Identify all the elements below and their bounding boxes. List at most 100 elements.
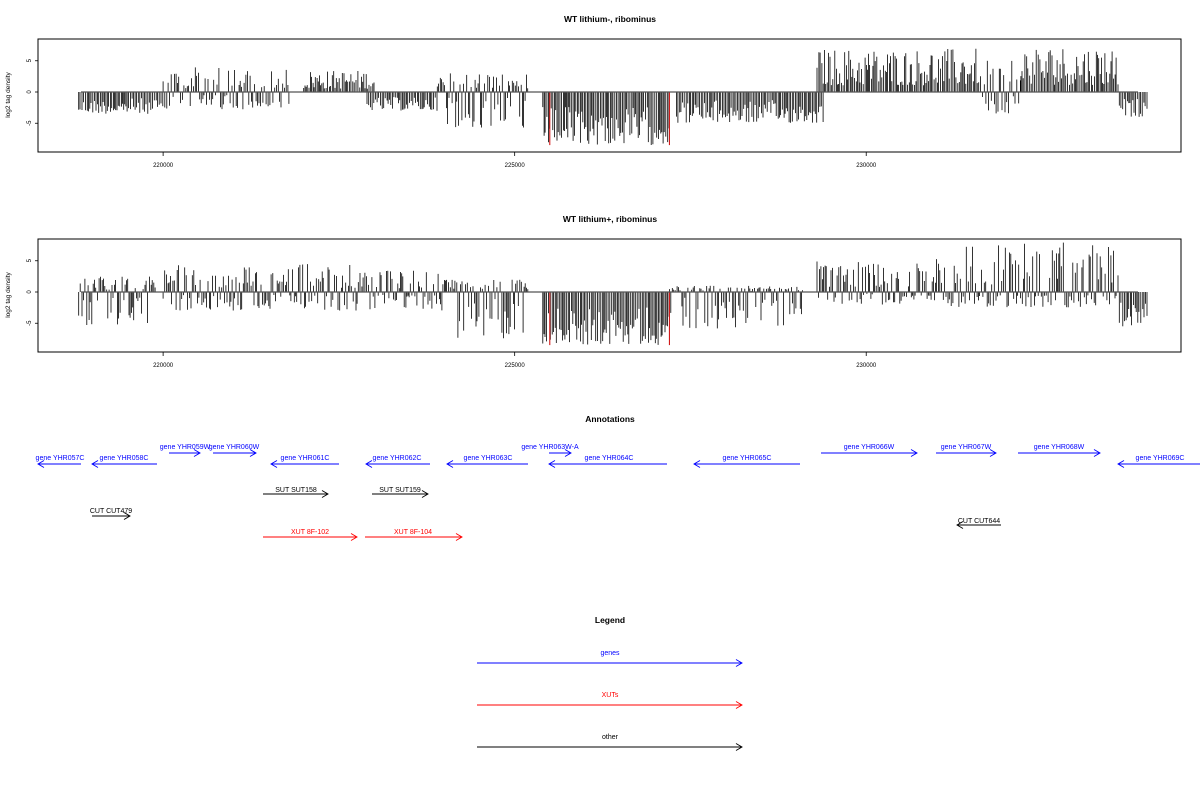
legend-label: genes [600,650,620,657]
annotation-feature: gene YHR058C [91,455,157,468]
feature-arrow-head [37,460,45,468]
x-axis: 220000 225000 230000 [153,352,877,369]
annotation-feature: gene YHR060W [209,444,260,457]
feature-label: gene YHR057C [36,455,85,462]
annotation-feature: gene YHR057C [36,455,85,468]
y-axis: 5 0 -5 [27,258,39,326]
feature-label: gene YHR061C [281,455,330,462]
feature-arrow-head [1117,460,1125,468]
annotation-feature: gene YHR062C [365,455,430,468]
annotation-feature: XUT 8F-104 [365,529,463,541]
legend-label: XUTs [602,692,619,699]
annotation-feature: gene YHR067W [936,444,997,457]
feature-arrow-head [193,449,201,457]
annotation-feature: XUT 8F-102 [263,529,358,541]
feature-arrow-head [446,460,454,468]
y-tick-label: 0 [27,90,33,94]
feature-arrow-head [693,460,701,468]
x-tick-label: 225000 [505,363,526,369]
coverage-bars [78,242,1148,346]
y-tick-label: 0 [27,290,33,294]
annotation-feature: gene YHR065C [693,455,800,468]
feature-label: gene YHR065C [723,455,772,462]
feature-arrow-head [249,449,257,457]
feature-label: gene YHR066W [844,444,895,451]
legend-title: Legend [595,615,625,625]
panel-title: WT lithium+, ribominus [563,214,657,224]
annotation-feature: SUT SUT159 [372,487,429,498]
annotation-feature: gene YHR064C [548,455,667,468]
legend-entry: genes [477,650,743,667]
annotation-feature: SUT SUT158 [263,487,329,498]
feature-arrow-head [123,512,131,520]
annotation-feature: gene YHR068W [1018,444,1101,457]
feature-label: CUT CUT479 [90,508,132,515]
feature-arrow-head [1093,449,1101,457]
feature-arrow-head [910,449,918,457]
feature-label: gene YHR067W [941,444,992,451]
feature-label: XUT 8F-102 [291,529,329,536]
feature-label: SUT SUT159 [379,487,421,494]
feature-label: gene YHR058C [100,455,149,462]
x-axis: 220000 225000 230000 [153,152,877,169]
feature-label: gene YHR063C [464,455,513,462]
feature-arrow-head [735,743,743,751]
feature-arrow-head [421,490,429,498]
feature-arrow-head [956,521,964,529]
annotation-feature: gene YHR061C [270,455,339,468]
x-tick-label: 230000 [856,163,877,169]
feature-arrow-head [270,460,278,468]
panel-title: WT lithium-, ribominus [564,14,656,24]
annotations-title: Annotations [585,414,635,424]
track-panel-lithium-plus: WT lithium+, ribominus 5 0 -5 220000 225000… [5,214,1182,369]
legend-label: other [602,734,619,741]
annotation-feature: gene YHR066W [821,444,918,457]
feature-arrow-head [735,659,743,667]
x-tick-label: 220000 [153,363,174,369]
legend-entry: XUTs [477,692,743,709]
y-tick-label: 5 [27,58,33,62]
x-tick-label: 230000 [856,363,877,369]
feature-arrow-head [564,449,572,457]
annotations-panel: Annotations gene YHR057C gene YHR058C gene… [36,414,1200,541]
track-panel-lithium-minus: WT lithium-, ribominus 5 0 -5 220000 225000… [5,14,1182,169]
feature-arrow-head [548,460,556,468]
y-axis: 5 0 -5 [27,58,39,126]
feature-label: SUT SUT158 [275,487,317,494]
annotation-feature: CUT CUT479 [90,508,132,520]
feature-label: gene YHR059W [160,444,211,451]
feature-label: gene YHR069C [1136,455,1185,462]
feature-label: gene YHR068W [1034,444,1085,451]
feature-label: CUT CUT644 [958,518,1000,525]
feature-arrow-head [91,460,99,468]
legend: Legend genes XUTs other [477,615,743,751]
feature-arrow-head [455,533,463,541]
feature-arrow-head [365,460,373,468]
feature-label: XUT 8F-104 [394,529,432,536]
annotation-feature: gene YHR059W [160,444,211,457]
feature-arrow-head [321,490,329,498]
y-axis-label: log2 tag density [5,271,12,317]
feature-arrow-head [989,449,997,457]
legend-entry: other [477,734,743,751]
feature-label: gene YHR064C [585,455,634,462]
feature-label: gene YHR063W-A [521,444,579,451]
annotation-feature: gene YHR063W-A [521,444,579,457]
feature-label: gene YHR062C [373,455,422,462]
annotation-feature: gene YHR069C [1117,455,1200,468]
y-tick-label: -5 [27,120,33,126]
y-tick-label: 5 [27,258,33,262]
y-tick-label: -5 [27,320,33,326]
annotation-feature: CUT CUT644 [956,518,1001,529]
y-axis-label: log2 tag density [5,71,12,117]
legend-entries: genes XUTs other [477,650,743,751]
x-tick-label: 225000 [505,163,526,169]
feature-label: gene YHR060W [209,444,260,451]
feature-arrow-head [735,701,743,709]
annotation-feature: gene YHR063C [446,455,528,468]
feature-arrow-head [350,533,358,541]
x-tick-label: 220000 [153,163,174,169]
coverage-bars [78,48,1148,146]
